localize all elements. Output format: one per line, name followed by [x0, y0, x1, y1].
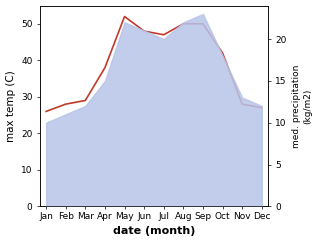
Y-axis label: med. precipitation
(kg/m2): med. precipitation (kg/m2)	[292, 64, 313, 148]
Y-axis label: max temp (C): max temp (C)	[5, 70, 16, 142]
X-axis label: date (month): date (month)	[113, 227, 195, 236]
